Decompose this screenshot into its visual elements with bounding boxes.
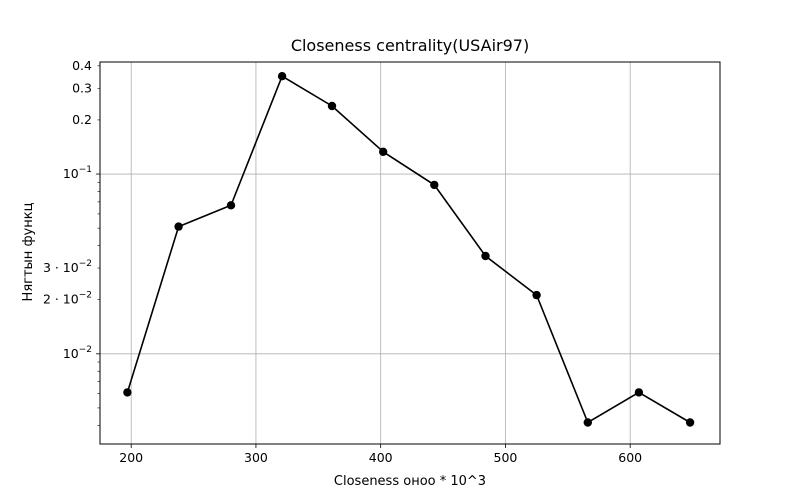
data-point bbox=[430, 180, 439, 190]
data-point bbox=[174, 222, 183, 231]
data-points bbox=[123, 72, 695, 427]
y-tick-label: 0.2 bbox=[72, 112, 92, 127]
data-point bbox=[481, 251, 490, 261]
data-point bbox=[532, 290, 541, 300]
x-tick-label: 300 bbox=[244, 450, 268, 465]
data-point bbox=[277, 72, 287, 81]
data-point bbox=[685, 418, 695, 427]
grid bbox=[100, 62, 720, 444]
series-line-layer bbox=[126, 75, 691, 424]
data-point bbox=[327, 101, 337, 111]
x-axis-label: Closeness оноо * 10^3 bbox=[334, 474, 486, 489]
y-tick-label: 10−1 bbox=[63, 165, 92, 181]
x-tick-label: 500 bbox=[494, 450, 518, 465]
y-axis: 10−2 10−1 2 · 10−2 3 · 10−2 0.2 0.3 0.4 bbox=[43, 58, 100, 426]
y-tick-label: 0.3 bbox=[72, 80, 92, 95]
x-tick-label: 600 bbox=[618, 450, 642, 465]
chart-title: Closeness centrality(USAir97) bbox=[291, 36, 529, 55]
x-axis: 200 300 400 500 600 bbox=[119, 444, 642, 465]
y-tick-label: 0.4 bbox=[72, 58, 92, 73]
series-line bbox=[126, 75, 691, 424]
y-tick-label: 3 · 10−2 bbox=[43, 259, 92, 275]
data-point bbox=[379, 147, 388, 156]
plot-frame bbox=[99, 61, 721, 445]
x-tick-label: 200 bbox=[119, 450, 143, 465]
data-point bbox=[634, 388, 644, 397]
data-point bbox=[123, 388, 132, 397]
y-tick-label: 10−2 bbox=[63, 345, 92, 361]
data-point bbox=[226, 201, 236, 210]
y-tick-label: 2 · 10−2 bbox=[43, 291, 92, 307]
data-point bbox=[583, 418, 592, 427]
x-tick-label: 400 bbox=[369, 450, 393, 465]
y-axis-label: Нягтын функц bbox=[21, 202, 36, 301]
